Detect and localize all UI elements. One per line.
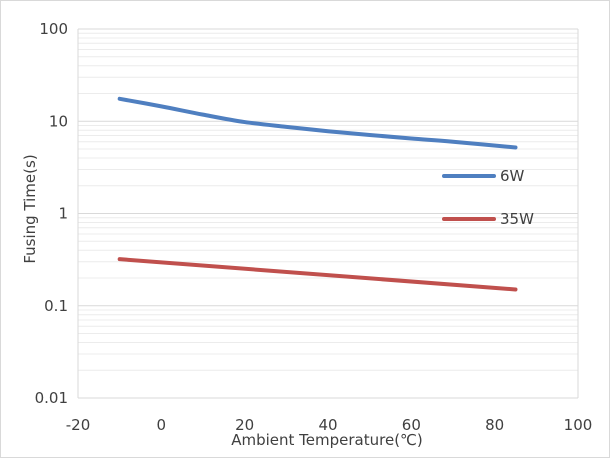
- x-tick-label: 0: [157, 416, 167, 434]
- minor-gridlines: [78, 33, 578, 370]
- y-tick-label: 1: [58, 205, 68, 223]
- x-tick-label: -20: [66, 416, 91, 434]
- y-tick-label: 0.01: [35, 389, 68, 407]
- legend-label-6w: 6W: [500, 167, 525, 185]
- y-axis-tick-labels: 100 10 1 0.1 0.01: [35, 20, 68, 407]
- series-line-35w: [120, 259, 516, 289]
- series-layer: [120, 99, 516, 290]
- series-line-6w: [120, 99, 516, 148]
- x-tick-label: 80: [485, 416, 504, 434]
- x-tick-label: 100: [564, 416, 593, 434]
- y-tick-label: 0.1: [44, 297, 68, 315]
- legend: 6W 35W: [444, 167, 534, 228]
- y-tick-label: 100: [39, 20, 68, 38]
- x-axis-title: Ambient Temperature(℃): [231, 431, 423, 449]
- legend-label-35w: 35W: [500, 210, 534, 228]
- y-tick-label: 10: [49, 112, 68, 130]
- y-axis-title: Fusing Time(s): [21, 154, 39, 263]
